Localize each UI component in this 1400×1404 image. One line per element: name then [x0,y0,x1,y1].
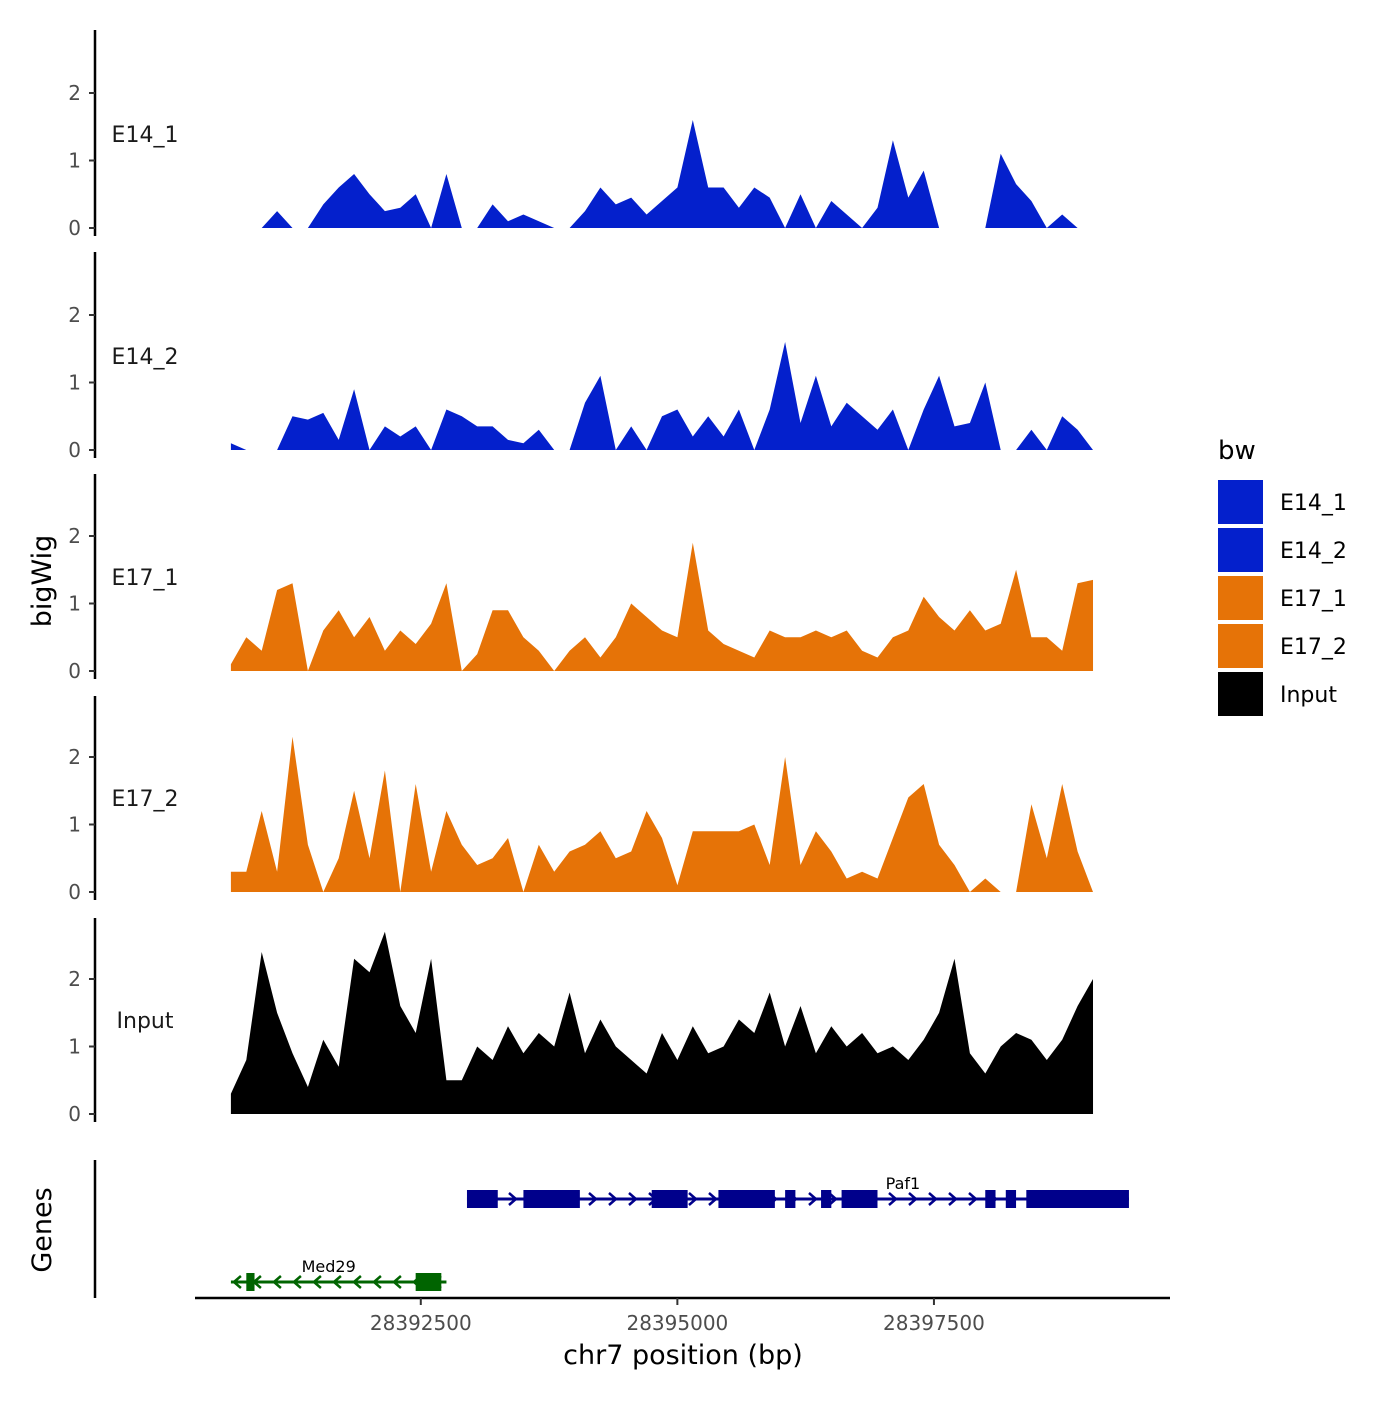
y-tick-label: 2 [68,303,81,327]
strand-arrow [808,1192,818,1206]
exon [985,1190,996,1208]
exon [821,1190,832,1208]
y-tick-label: 1 [68,1035,81,1059]
gene-track: Paf1 Med29 [93,1160,1129,1298]
exon [841,1190,878,1208]
signal-area-E14_1 [230,120,1094,228]
exon [785,1190,796,1208]
strand-arrow [332,1275,342,1289]
strand-arrow [272,1275,282,1289]
x-tick-label: 28397500 [883,1311,985,1335]
gene-label: Paf1 [886,1174,921,1193]
strand-arrow [908,1192,918,1206]
legend-title: bw [1218,436,1256,466]
exon [415,1273,442,1291]
y-axis-title: bigWig [27,535,58,628]
strand-arrow [372,1275,382,1289]
strand-arrow [352,1275,362,1289]
x-tick-label: 28395000 [626,1311,728,1335]
strand-arrow [948,1192,958,1206]
strand-arrow [968,1192,978,1206]
legend-swatch-E17_2 [1218,624,1263,668]
exon [651,1190,688,1208]
signal-area-Input [230,931,1094,1114]
track-E14_2: 0 1 2 E14_2 [68,252,1094,462]
legend-swatch-E14_1 [1218,480,1263,524]
x-tick-label: 28392500 [370,1311,472,1335]
legend-swatch-Input [1218,672,1263,716]
exon [246,1273,255,1291]
track-Input: 0 1 2 Input [68,918,1094,1126]
legend-label-Input: Input [1280,683,1337,708]
legend-swatch-E14_2 [1218,528,1263,572]
legend-label-E14_1: E14_1 [1280,491,1347,516]
strand-arrow [888,1192,898,1206]
signal-area-E17_2 [230,736,1094,892]
exon [718,1190,775,1208]
gene-Med29: Med29 [230,1257,447,1291]
y-tick-label: 0 [68,880,81,904]
x-axis-title: chr7 position (bp) [563,1340,803,1371]
legend-swatch-E17_1 [1218,576,1263,620]
gene-label: Med29 [302,1257,356,1276]
legend-label-E14_2: E14_2 [1280,539,1347,564]
strand-arrow [292,1275,302,1289]
exon [466,1190,498,1208]
track-E14_1: 0 1 2 E14_1 [68,30,1094,240]
exon [523,1190,580,1208]
strand-arrow [232,1275,242,1289]
y-tick-label: 2 [68,81,81,105]
strand-arrow [688,1192,698,1206]
y-tick-label: 0 [68,438,81,462]
gene-Paf1: Paf1 [466,1174,1129,1208]
signal-area-E17_1 [230,542,1094,671]
track-E17_2: 0 1 2 E17_2 [68,696,1094,904]
track-label: E14_2 [112,345,179,370]
strand-arrow [508,1192,518,1206]
y-tick-label: 0 [68,1102,81,1126]
y-tick-label: 2 [68,524,81,548]
strand-arrow [928,1192,938,1206]
strand-arrow [312,1275,322,1289]
legend-label-E17_2: E17_2 [1280,635,1347,660]
legend-label-E17_1: E17_1 [1280,587,1347,612]
track-label: E17_1 [112,566,179,591]
strand-arrow [628,1192,638,1206]
y-tick-label: 2 [68,967,81,991]
y-tick-label: 2 [68,745,81,769]
strand-arrow [608,1192,618,1206]
y-tick-label: 0 [68,216,81,240]
legend: bw E14_1 E14_2 E17_1 E17_2 Input [1218,436,1347,716]
signal-area-E14_2 [230,342,1094,450]
x-axis: 28392500 28395000 28397500 [195,1296,1170,1335]
strand-arrow [392,1275,402,1289]
strand-arrow [588,1192,598,1206]
track-label: E14_1 [112,123,179,148]
y-tick-label: 1 [68,371,81,395]
y-tick-label: 1 [68,592,81,616]
track-E17_1: 0 1 2 E17_1 [68,474,1094,683]
track-label: E17_2 [112,787,179,812]
track-label: Input [117,1009,174,1034]
signal-tracks: 0 1 2 E14_1 0 1 2 E14_2 0 1 2 E17_1 0 1 2 E17_2 0 1 2 Input [68,30,1094,1126]
y-tick-label: 1 [68,813,81,837]
exon [1026,1190,1129,1208]
y-tick-label: 1 [68,149,81,173]
exon [1005,1190,1017,1208]
y-tick-label: 0 [68,659,81,683]
strand-arrow [708,1192,718,1206]
gene-track-title: Genes [27,1187,58,1272]
